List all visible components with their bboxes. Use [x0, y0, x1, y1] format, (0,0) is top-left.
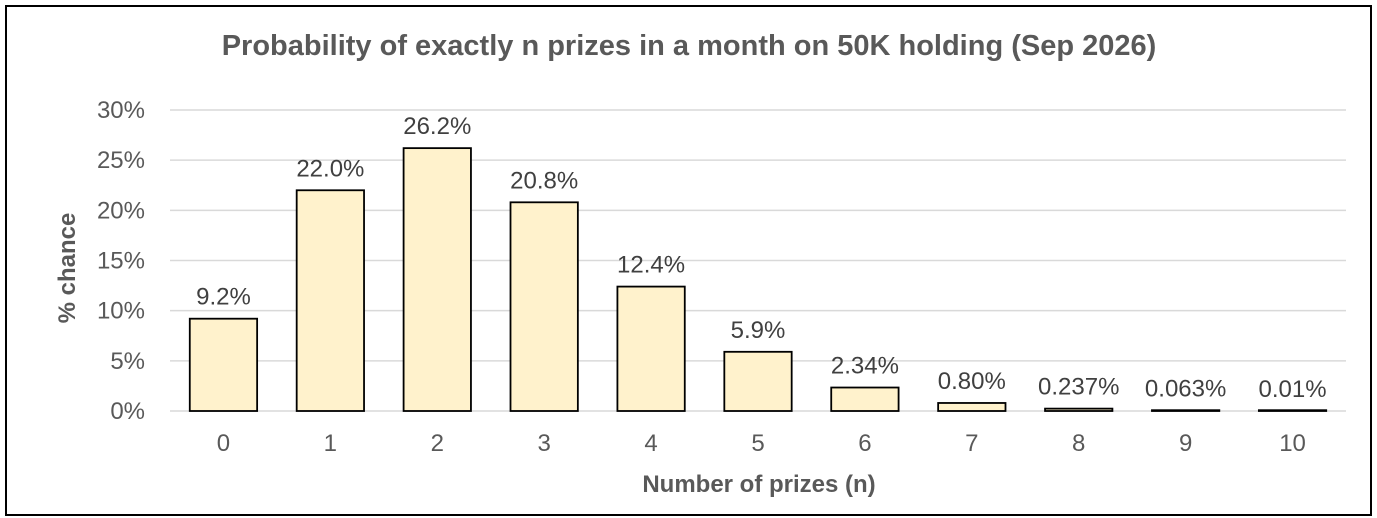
chart-frame: Probability of exactly n prizes in a mon…: [5, 5, 1372, 516]
data-label: 12.4%: [617, 252, 685, 279]
x-tick-label: 3: [538, 430, 551, 457]
x-axis-title: Number of prizes (n): [642, 471, 875, 498]
y-axis-ticks: 0% 5% 10% 15% 20% 25% 30%: [97, 97, 145, 425]
y-tick-label: 30%: [97, 97, 145, 124]
data-label: 0.063%: [1145, 375, 1226, 402]
x-tick-label: 5: [751, 430, 764, 457]
data-label: 9.2%: [196, 284, 251, 311]
data-label: 26.2%: [403, 113, 471, 140]
data-label: 2.34%: [831, 353, 899, 380]
y-tick-label: 5%: [110, 348, 145, 375]
x-tick-label: 2: [431, 430, 444, 457]
gridlines: [170, 109, 1346, 412]
bar: [937, 402, 1007, 412]
x-tick-label: 4: [644, 430, 657, 457]
x-tick-label: 0: [217, 430, 230, 457]
bar: [402, 147, 472, 412]
bar: [723, 350, 793, 412]
bar-chart: Probability of exactly n prizes in a mon…: [54, 30, 1346, 498]
chart-title: Probability of exactly n prizes in a mon…: [222, 30, 1157, 62]
data-label: 20.8%: [510, 167, 578, 194]
x-tick-label: 7: [965, 430, 978, 457]
bar: [509, 201, 579, 412]
x-axis-ticks: 0 1 2 3 4 5 6 7 8 9 10: [217, 430, 1306, 457]
data-label: 22.0%: [296, 155, 364, 182]
y-tick-label: 15%: [97, 248, 145, 275]
bar: [295, 189, 365, 412]
data-label: 0.01%: [1259, 376, 1327, 403]
bar: [616, 285, 686, 412]
bar: [1044, 407, 1114, 412]
x-tick-label: 6: [858, 430, 871, 457]
x-tick-label: 10: [1279, 430, 1306, 457]
data-label: 0.80%: [938, 368, 1006, 395]
y-tick-label: 20%: [97, 197, 145, 224]
x-tick-label: 9: [1179, 430, 1192, 457]
bars: [188, 147, 1328, 412]
y-tick-label: 25%: [97, 147, 145, 174]
data-label: 5.9%: [731, 317, 786, 344]
bar: [188, 317, 259, 412]
bar: [830, 386, 900, 412]
y-axis-title: % chance: [54, 213, 81, 324]
x-tick-label: 1: [324, 430, 337, 457]
bar: [1257, 409, 1328, 412]
x-tick-label: 8: [1072, 430, 1085, 457]
data-labels: 9.2% 22.0% 26.2% 20.8% 12.4% 5.9% 2.34% 0.80% 0.…: [196, 113, 1326, 403]
data-label: 0.237%: [1038, 374, 1119, 401]
y-tick-label: 0%: [110, 398, 145, 425]
y-tick-label: 10%: [97, 298, 145, 325]
bar: [1151, 409, 1221, 412]
